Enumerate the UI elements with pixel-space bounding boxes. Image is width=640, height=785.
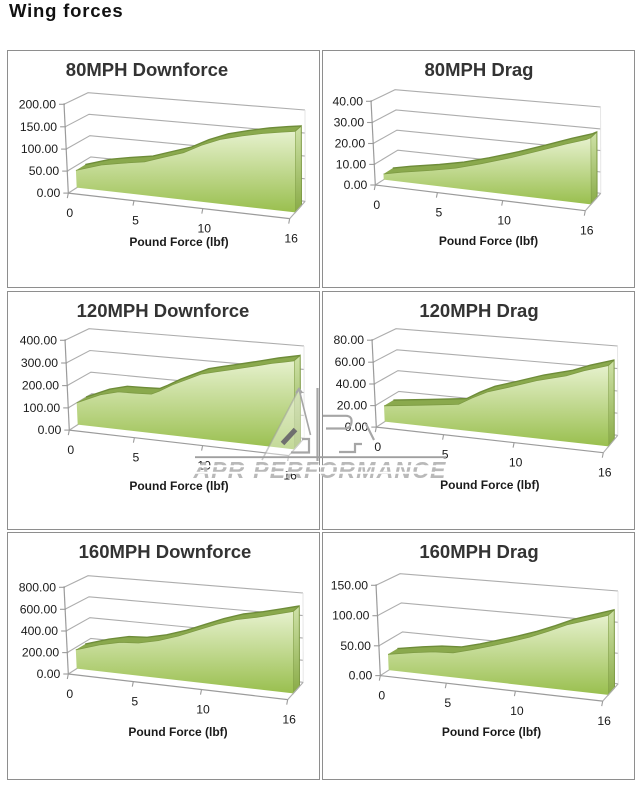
svg-text:16: 16 [283,469,297,483]
svg-text:20.00: 20.00 [335,137,366,151]
svg-text:0.00: 0.00 [349,669,373,683]
svg-text:600.00: 600.00 [20,602,57,616]
svg-text:50.00: 50.00 [29,164,60,178]
svg-text:10: 10 [198,222,212,236]
svg-text:100.00: 100.00 [21,142,58,156]
svg-text:0.00: 0.00 [37,667,61,681]
svg-text:10: 10 [510,704,524,718]
svg-text:160MPH Downforce: 160MPH Downforce [79,541,252,562]
svg-text:160MPH Drag: 160MPH Drag [419,541,538,562]
svg-text:10: 10 [197,459,211,473]
svg-text:0: 0 [67,443,74,457]
svg-text:16: 16 [580,224,594,238]
svg-text:0.00: 0.00 [344,178,368,192]
svg-text:0: 0 [378,689,385,703]
svg-text:16: 16 [598,466,612,480]
svg-text:800.00: 800.00 [19,580,56,594]
svg-text:150.00: 150.00 [331,578,368,592]
svg-text:400.00: 400.00 [20,333,57,347]
svg-text:400.00: 400.00 [21,624,58,638]
svg-text:Pound Force (lbf): Pound Force (lbf) [439,234,538,248]
svg-text:0: 0 [374,440,381,454]
svg-text:300.00: 300.00 [21,356,58,370]
svg-text:Pound Force (lbf): Pound Force (lbf) [129,235,228,249]
svg-text:10: 10 [497,214,511,228]
svg-text:16: 16 [597,714,611,728]
svg-text:5: 5 [444,696,451,710]
svg-text:50.00: 50.00 [340,639,371,653]
svg-text:16: 16 [284,232,298,246]
svg-text:100.00: 100.00 [332,609,369,623]
svg-text:Pound Force (lbf): Pound Force (lbf) [128,725,227,739]
svg-text:5: 5 [436,206,443,220]
svg-text:80MPH Drag: 80MPH Drag [425,59,534,80]
svg-text:Pound Force (lbf): Pound Force (lbf) [440,478,539,492]
svg-text:0: 0 [373,198,380,212]
svg-text:40.00: 40.00 [333,94,364,108]
svg-text:120MPH Downforce: 120MPH Downforce [77,300,250,321]
svg-text:200.00: 200.00 [22,646,59,660]
svg-text:16: 16 [282,713,296,727]
svg-text:10: 10 [196,703,210,717]
svg-text:200.00: 200.00 [19,97,56,111]
svg-text:10: 10 [509,456,523,470]
svg-text:0.00: 0.00 [38,423,62,437]
svg-text:5: 5 [442,448,449,462]
svg-text:200.00: 200.00 [22,379,59,393]
svg-text:0: 0 [66,206,73,220]
svg-text:0: 0 [66,687,73,701]
svg-text:Pound Force (lbf): Pound Force (lbf) [129,479,228,493]
svg-text:80.00: 80.00 [334,333,365,347]
svg-text:0.00: 0.00 [345,420,369,434]
svg-text:150.00: 150.00 [20,120,57,134]
svg-text:30.00: 30.00 [334,116,365,130]
svg-text:5: 5 [131,695,138,709]
svg-text:10.00: 10.00 [336,157,367,171]
svg-text:20.00: 20.00 [337,399,368,413]
svg-text:60.00: 60.00 [335,355,366,369]
svg-text:0.00: 0.00 [37,186,61,200]
svg-text:Pound Force (lbf): Pound Force (lbf) [442,725,541,739]
svg-text:120MPH Drag: 120MPH Drag [419,300,538,321]
svg-text:5: 5 [132,214,139,228]
svg-text:40.00: 40.00 [336,377,367,391]
svg-text:100.00: 100.00 [23,401,60,415]
svg-text:80MPH Downforce: 80MPH Downforce [66,59,228,80]
svg-text:5: 5 [133,451,140,465]
